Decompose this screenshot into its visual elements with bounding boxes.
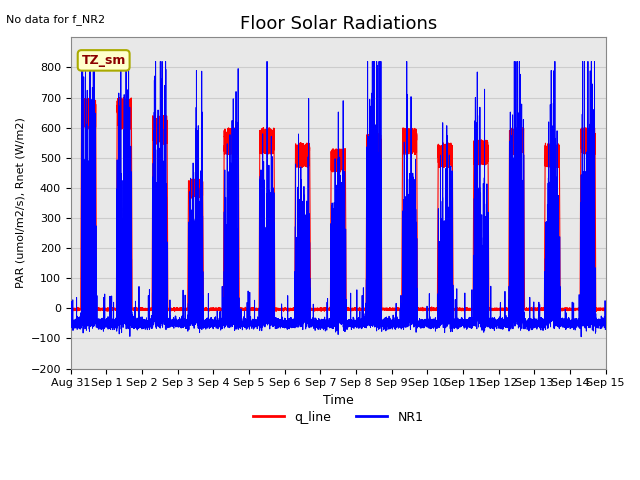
NR1 bbox=[602, 322, 609, 328]
NR1 bbox=[577, 334, 585, 340]
NR1 bbox=[78, 59, 86, 64]
q_line bbox=[401, 135, 409, 141]
Y-axis label: PAR (umol/m2/s), Rnet (W/m2): PAR (umol/m2/s), Rnet (W/m2) bbox=[15, 118, 25, 288]
q_line bbox=[447, 152, 454, 157]
Title: Floor Solar Radiations: Floor Solar Radiations bbox=[239, 15, 437, 33]
NR1 bbox=[170, 320, 177, 325]
NR1 bbox=[540, 324, 548, 330]
NR1 bbox=[67, 322, 75, 327]
NR1 bbox=[401, 308, 409, 313]
Legend: q_line, NR1: q_line, NR1 bbox=[248, 406, 428, 429]
X-axis label: Time: Time bbox=[323, 394, 354, 407]
q_line bbox=[479, 144, 487, 150]
Line: NR1: NR1 bbox=[71, 61, 605, 337]
q_line bbox=[602, 306, 609, 312]
Text: TZ_sm: TZ_sm bbox=[81, 54, 126, 67]
NR1 bbox=[90, 259, 97, 264]
q_line bbox=[67, 305, 75, 311]
NR1 bbox=[479, 321, 487, 327]
q_line bbox=[120, 95, 127, 100]
Text: No data for f_NR2: No data for f_NR2 bbox=[6, 14, 106, 25]
Line: q_line: q_line bbox=[71, 97, 605, 312]
q_line bbox=[90, 108, 97, 114]
q_line bbox=[540, 306, 548, 312]
q_line bbox=[272, 309, 280, 314]
NR1 bbox=[447, 316, 454, 322]
q_line bbox=[170, 306, 177, 312]
